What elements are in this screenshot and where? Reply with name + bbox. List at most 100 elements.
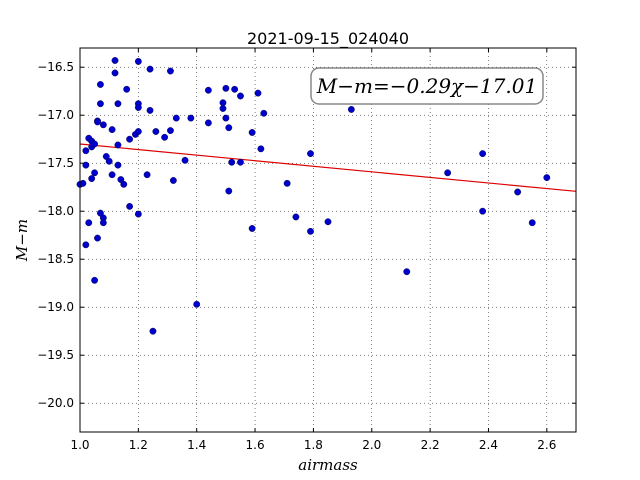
y-tick-label: −17.5 xyxy=(37,156,74,170)
data-point xyxy=(146,107,154,114)
data-point xyxy=(111,57,119,64)
chart-title: 2021-09-15_024040 xyxy=(247,29,409,49)
data-point xyxy=(167,127,174,134)
data-point xyxy=(82,241,90,249)
data-point xyxy=(85,219,93,227)
x-tick-label: 2.0 xyxy=(362,438,381,452)
data-point xyxy=(91,169,98,177)
data-point xyxy=(479,150,487,158)
data-point xyxy=(479,207,487,215)
grid-lines xyxy=(79,48,576,432)
data-point xyxy=(181,156,189,164)
data-point xyxy=(248,225,256,232)
fit-line xyxy=(79,143,577,192)
data-point xyxy=(120,180,128,188)
data-point xyxy=(134,58,142,65)
data-point xyxy=(134,210,142,218)
data-point xyxy=(99,219,107,227)
data-point xyxy=(237,158,244,166)
data-point xyxy=(172,114,180,122)
data-point xyxy=(204,86,212,94)
x-tick-label: 2.6 xyxy=(537,438,556,452)
data-point xyxy=(514,188,522,196)
y-tick-label: −18.0 xyxy=(37,204,74,218)
axis-ticks: 1.0 1.2 1.4 1.6 1.8 2.0 2.2 2.4 2.6 −16.5 −17.0 −17… xyxy=(37,48,576,452)
data-point xyxy=(222,84,230,92)
data-point xyxy=(167,67,174,75)
annotation-box xyxy=(310,67,544,105)
data-point xyxy=(403,268,411,276)
data-point xyxy=(149,327,157,335)
y-tick-label: −20.0 xyxy=(37,396,74,410)
data-point xyxy=(152,128,160,135)
data-point xyxy=(444,169,452,177)
x-tick-label: 1.6 xyxy=(246,438,265,452)
y-tick-label: −17.0 xyxy=(37,108,74,122)
data-point xyxy=(260,109,268,117)
data-point xyxy=(204,119,212,127)
data-point xyxy=(257,145,265,153)
x-tick-label: 1.2 xyxy=(129,438,148,452)
x-tick-label: 1.8 xyxy=(304,438,323,452)
data-point xyxy=(97,100,104,108)
data-point xyxy=(108,126,116,134)
data-point xyxy=(161,133,169,141)
x-tick-label: 1.0 xyxy=(70,438,89,452)
fit-line-group xyxy=(79,143,577,192)
data-point xyxy=(237,92,244,100)
data-point xyxy=(307,227,314,235)
data-point xyxy=(324,218,332,226)
data-point xyxy=(528,219,536,227)
data-point xyxy=(219,99,227,107)
data-point xyxy=(248,129,256,136)
y-tick-label: −16.5 xyxy=(37,60,74,74)
data-point xyxy=(228,158,236,166)
data-point xyxy=(134,104,142,111)
data-point xyxy=(114,161,122,169)
data-point xyxy=(91,276,98,284)
data-point xyxy=(219,105,227,112)
data-point xyxy=(254,89,262,97)
x-tick-label: 2.4 xyxy=(479,438,498,452)
equation-annotation: M−m=−0.29χ−17.01 xyxy=(310,67,544,105)
x-tick-label: 1.4 xyxy=(187,438,206,452)
data-point xyxy=(97,81,104,88)
data-points xyxy=(76,57,551,335)
data-point xyxy=(79,179,87,187)
annotation-text: M−m=−0.29χ−17.01 xyxy=(316,74,537,98)
data-point xyxy=(225,124,233,132)
data-point xyxy=(231,85,239,93)
y-axis-label: M−m xyxy=(13,219,31,262)
x-tick-label: 2.2 xyxy=(421,438,440,452)
data-point xyxy=(114,141,122,149)
y-tick-label: −18.5 xyxy=(37,252,74,266)
data-point xyxy=(88,175,96,182)
data-point xyxy=(347,106,355,113)
data-point xyxy=(134,128,142,135)
data-point xyxy=(187,114,195,122)
data-point xyxy=(99,121,107,129)
data-point xyxy=(91,140,98,148)
data-point xyxy=(111,69,119,77)
plot-frame xyxy=(79,47,577,433)
data-point xyxy=(146,65,154,73)
y-tick-label: −19.0 xyxy=(37,300,74,314)
data-point xyxy=(543,174,551,182)
data-point xyxy=(114,100,122,108)
data-point xyxy=(123,85,131,93)
y-tick-label: −19.5 xyxy=(37,348,74,362)
data-point xyxy=(94,118,101,126)
data-point xyxy=(283,179,291,187)
data-point xyxy=(108,171,116,179)
data-point xyxy=(307,150,314,158)
data-point xyxy=(222,114,230,122)
data-point xyxy=(225,187,233,195)
data-point xyxy=(143,171,151,179)
data-point xyxy=(292,213,300,221)
data-point xyxy=(105,157,113,165)
data-point xyxy=(94,234,101,242)
data-point xyxy=(169,177,177,184)
plot-area xyxy=(80,48,576,432)
data-point xyxy=(193,300,201,308)
